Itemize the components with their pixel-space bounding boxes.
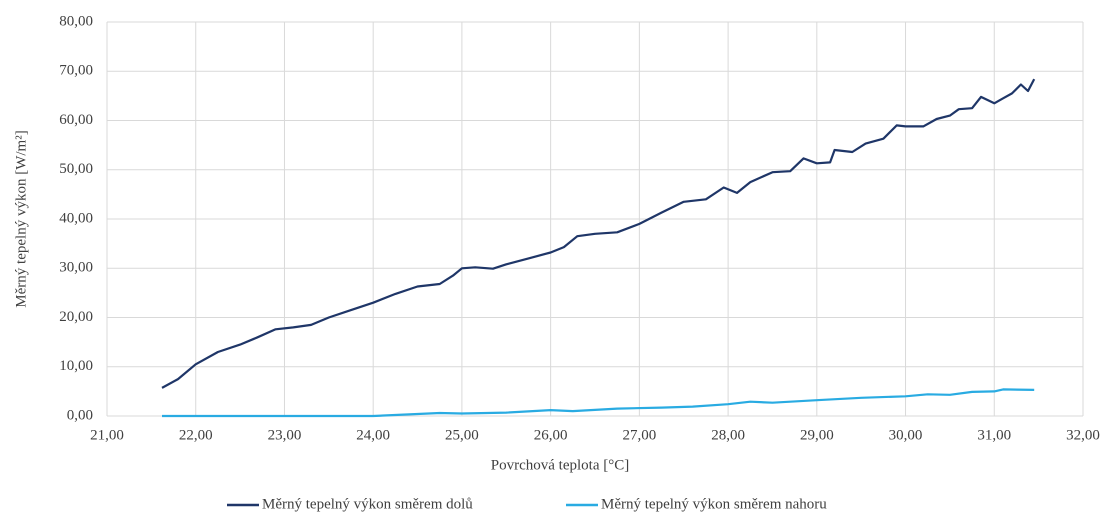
y-tick-label: 80,00 bbox=[59, 13, 93, 29]
y-tick-label: 60,00 bbox=[59, 112, 93, 128]
x-tick-label: 27,00 bbox=[622, 427, 656, 443]
line-series bbox=[161, 78, 1036, 389]
x-tick-label: 22,00 bbox=[179, 427, 213, 443]
x-tick-label: 25,00 bbox=[445, 427, 479, 443]
x-tick-label: 29,00 bbox=[800, 427, 834, 443]
y-tick-label: 40,00 bbox=[59, 210, 93, 226]
x-tick-label: 31,00 bbox=[977, 427, 1011, 443]
x-tick-label: 30,00 bbox=[889, 427, 923, 443]
y-tick-label: 50,00 bbox=[59, 161, 93, 177]
y-axis-label: Měrný tepelný výkon [W/m²] bbox=[13, 130, 29, 307]
y-tick-label: 30,00 bbox=[59, 260, 93, 276]
x-tick-label: 21,00 bbox=[90, 427, 124, 443]
y-tick-label: 0,00 bbox=[67, 407, 93, 423]
x-tick-label: 32,00 bbox=[1066, 427, 1100, 443]
x-tick-label: 28,00 bbox=[711, 427, 745, 443]
x-tick-label: 24,00 bbox=[356, 427, 390, 443]
y-tick-label: 10,00 bbox=[59, 358, 93, 374]
x-tick-label: 23,00 bbox=[268, 427, 302, 443]
line-series bbox=[162, 388, 1035, 418]
x-tick-label: 26,00 bbox=[534, 427, 568, 443]
y-tick-label: 70,00 bbox=[59, 63, 93, 79]
legend-label: Měrný tepelný výkon směrem nahoru bbox=[601, 496, 827, 512]
legend-label: Měrný tepelný výkon směrem dolů bbox=[262, 496, 473, 512]
y-tick-label: 20,00 bbox=[59, 309, 93, 325]
x-axis-label: Povrchová teplota [°C] bbox=[491, 457, 629, 473]
